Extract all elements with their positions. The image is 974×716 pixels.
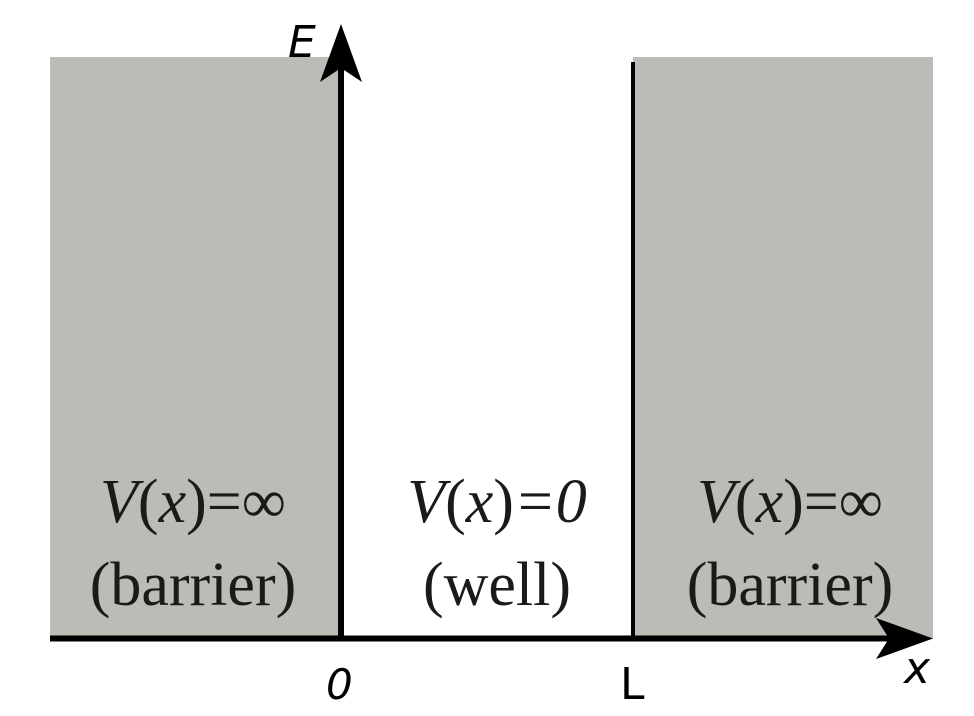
- well-potential: V(x)=0: [407, 468, 587, 536]
- left-value: =∞: [207, 468, 286, 536]
- energy-axis-label: E: [288, 17, 316, 68]
- left-barrier-region: [50, 57, 341, 639]
- well-open-paren: (: [445, 468, 466, 536]
- right-value: =∞: [804, 468, 883, 536]
- left-barrier-label: (barrier): [90, 551, 297, 619]
- origin-tick-label: 0: [326, 660, 353, 709]
- well-value: =0: [514, 468, 587, 536]
- right-v-symbol: V: [697, 468, 741, 536]
- left-barrier-potential: V(x)=∞: [100, 468, 286, 536]
- left-close-paren: ): [186, 468, 207, 536]
- energy-axis-arrowhead: [320, 24, 362, 82]
- left-open-paren: (: [138, 468, 159, 536]
- x-axis-arrowhead: [876, 618, 933, 659]
- well-x-var: x: [465, 468, 494, 536]
- right-barrier-potential: V(x)=∞: [697, 468, 883, 536]
- right-barrier-label: (barrier): [687, 551, 894, 619]
- right-open-paren: (: [735, 468, 756, 536]
- well-label: (well): [423, 551, 571, 619]
- well-width-tick-label: L: [620, 659, 645, 710]
- left-v-symbol: V: [100, 468, 144, 536]
- left-x-var: x: [158, 468, 187, 536]
- right-close-paren: ): [783, 468, 804, 536]
- well-close-paren: ): [493, 468, 514, 536]
- right-x-var: x: [755, 468, 784, 536]
- well-v-symbol: V: [407, 468, 451, 536]
- x-axis-label: x: [902, 643, 931, 694]
- right-barrier-region: [633, 57, 933, 639]
